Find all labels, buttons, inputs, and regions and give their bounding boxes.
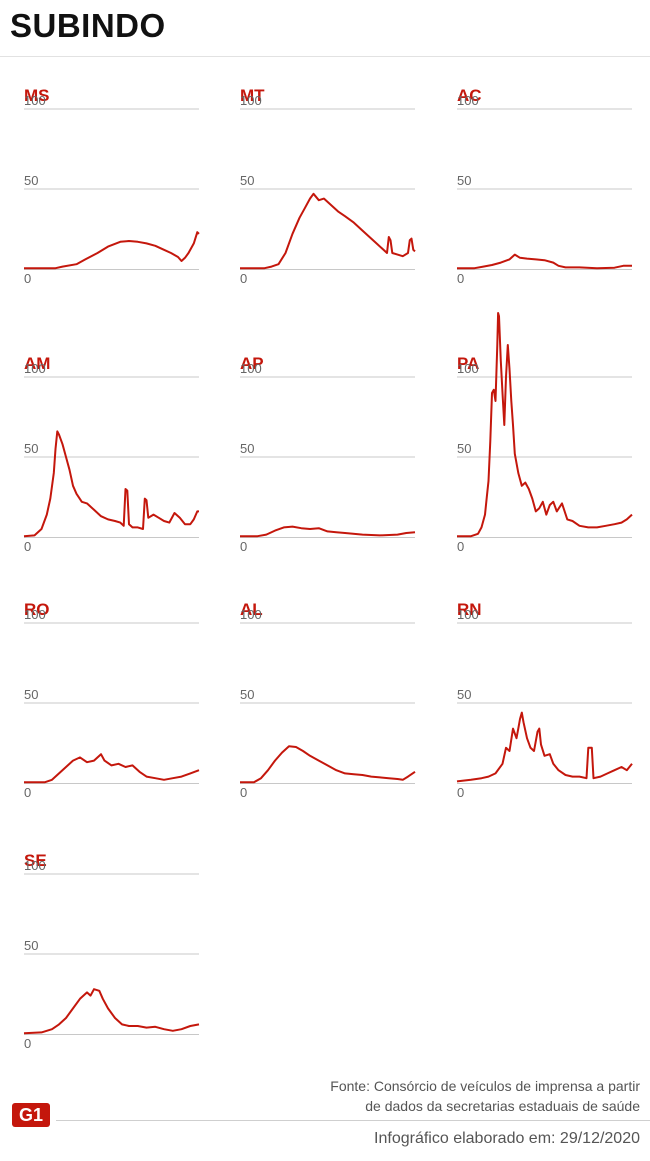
y-tick-label: 0: [24, 1036, 31, 1051]
y-tick-label: 0: [24, 785, 31, 800]
y-tick-label: 100: [24, 607, 46, 622]
y-tick-label: 100: [240, 93, 262, 108]
y-tick-label: 0: [457, 271, 464, 286]
y-tick-label: 50: [24, 938, 38, 953]
y-tick-label: 100: [24, 858, 46, 873]
y-tick-label: 50: [457, 173, 471, 188]
y-tick-label: 0: [240, 271, 247, 286]
source-line-1: Fonte: Consórcio de veículos de imprensa…: [330, 1078, 640, 1094]
y-tick-label: 0: [24, 271, 31, 286]
source-line-2: de dados da secretarias estaduais de saú…: [365, 1098, 640, 1114]
series-line: [24, 231, 200, 270]
g1-logo: G1: [12, 1103, 50, 1127]
source-note: Fonte: Consórcio de veículos de imprensa…: [220, 1076, 640, 1116]
series-line: [23, 988, 200, 1035]
state-label: MT: [240, 86, 265, 105]
state-label: AL: [240, 600, 263, 619]
y-tick-label: 0: [240, 539, 247, 554]
state-label: SE: [24, 851, 47, 870]
series-line: [24, 753, 200, 784]
y-tick-label: 100: [457, 93, 479, 108]
y-tick-label: 0: [457, 785, 464, 800]
page-title: SUBINDO: [10, 7, 166, 44]
infographic-date: Infográfico elaborado em: 29/12/2020: [374, 1130, 640, 1147]
series-line: [457, 253, 632, 270]
y-tick-label: 100: [457, 607, 479, 622]
y-tick-label: 50: [240, 687, 254, 702]
state-label: RO: [24, 600, 50, 619]
series-line: [240, 192, 416, 270]
state-label: AM: [24, 354, 50, 373]
y-tick-label: 100: [24, 361, 46, 376]
y-tick-label: 100: [240, 361, 262, 376]
series-line: [23, 430, 199, 538]
series-line: [240, 745, 416, 784]
y-tick-label: 100: [240, 607, 262, 622]
title-divider: [0, 56, 650, 57]
state-label: PA: [457, 354, 479, 373]
y-tick-label: 50: [24, 441, 38, 456]
y-tick-label: 50: [24, 687, 38, 702]
series-line: [457, 312, 633, 538]
y-tick-label: 50: [24, 173, 38, 188]
series-line: [240, 525, 416, 538]
state-label: RN: [457, 600, 482, 619]
y-tick-label: 50: [457, 441, 471, 456]
footer-divider: [56, 1120, 650, 1121]
y-tick-label: 50: [240, 173, 254, 188]
state-label: MS: [24, 86, 50, 105]
y-tick-label: 50: [457, 687, 471, 702]
y-tick-label: 100: [457, 361, 479, 376]
y-tick-label: 50: [240, 441, 254, 456]
y-tick-label: 0: [457, 539, 464, 554]
y-tick-label: 0: [240, 785, 247, 800]
y-tick-label: 0: [24, 539, 31, 554]
state-label: AC: [457, 86, 482, 105]
series-line: [456, 711, 633, 783]
y-tick-label: 100: [24, 93, 46, 108]
state-label: AP: [240, 354, 264, 373]
